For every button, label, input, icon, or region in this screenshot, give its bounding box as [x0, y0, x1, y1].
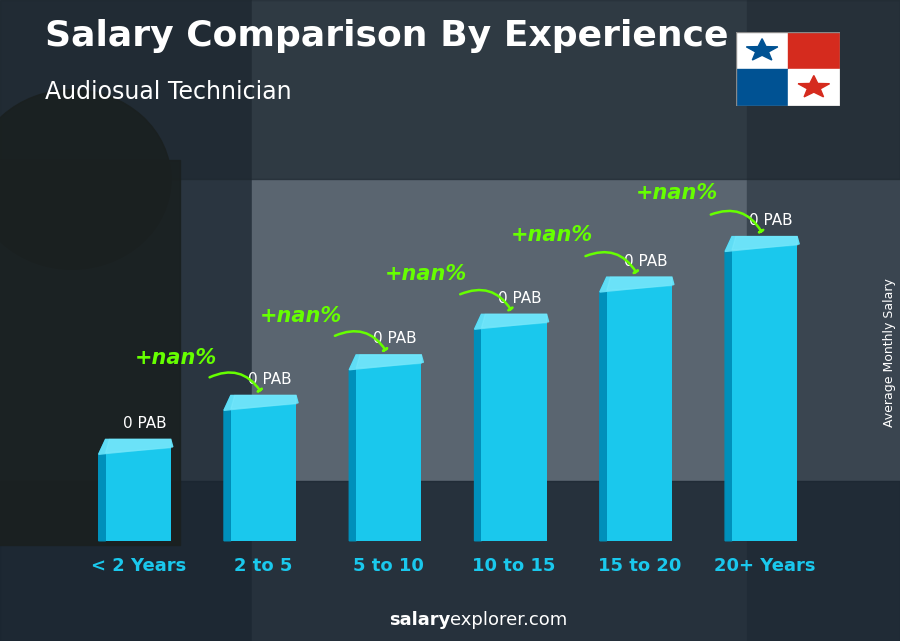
Polygon shape — [474, 314, 482, 541]
Text: 0 PAB: 0 PAB — [499, 291, 542, 306]
Polygon shape — [349, 355, 423, 370]
Polygon shape — [725, 237, 732, 541]
Polygon shape — [474, 314, 549, 329]
Text: Average Monthly Salary: Average Monthly Salary — [883, 278, 896, 427]
FancyBboxPatch shape — [732, 237, 797, 541]
FancyBboxPatch shape — [231, 395, 296, 541]
Bar — [252, 0, 747, 641]
Bar — [0, 0, 252, 641]
Polygon shape — [224, 395, 231, 541]
Polygon shape — [746, 38, 778, 60]
Text: +nan%: +nan% — [260, 306, 342, 326]
Bar — [736, 32, 788, 69]
Polygon shape — [798, 76, 830, 97]
Text: +nan%: +nan% — [135, 349, 217, 369]
Polygon shape — [482, 314, 546, 328]
Text: 0 PAB: 0 PAB — [248, 372, 292, 387]
Polygon shape — [356, 355, 421, 369]
Polygon shape — [99, 439, 173, 454]
Text: +nan%: +nan% — [635, 183, 718, 203]
Text: 0 PAB: 0 PAB — [374, 331, 417, 346]
Bar — [736, 69, 788, 106]
Polygon shape — [607, 277, 672, 290]
Text: 20+ Years: 20+ Years — [714, 557, 815, 575]
Polygon shape — [224, 395, 298, 410]
Text: 2 to 5: 2 to 5 — [234, 557, 292, 575]
Polygon shape — [599, 277, 607, 541]
Text: explorer.com: explorer.com — [450, 612, 567, 629]
Bar — [788, 32, 840, 69]
FancyBboxPatch shape — [105, 439, 171, 541]
Text: +nan%: +nan% — [385, 264, 467, 284]
Text: 15 to 20: 15 to 20 — [598, 557, 681, 575]
Text: 0 PAB: 0 PAB — [624, 254, 668, 269]
Bar — [0, 481, 900, 641]
Text: 0 PAB: 0 PAB — [749, 213, 793, 228]
Text: Audiosual Technician: Audiosual Technician — [45, 80, 292, 104]
Polygon shape — [599, 277, 674, 292]
Text: 5 to 10: 5 to 10 — [354, 557, 424, 575]
Bar — [0, 160, 180, 545]
Polygon shape — [732, 237, 797, 250]
Text: 10 to 15: 10 to 15 — [472, 557, 555, 575]
FancyBboxPatch shape — [482, 314, 546, 541]
Polygon shape — [99, 439, 105, 541]
Polygon shape — [105, 439, 171, 453]
Polygon shape — [231, 395, 296, 409]
Text: Salary Comparison By Experience: Salary Comparison By Experience — [45, 19, 728, 53]
Text: +nan%: +nan% — [510, 225, 593, 245]
Text: 0 PAB: 0 PAB — [122, 416, 166, 431]
Ellipse shape — [0, 90, 171, 269]
FancyBboxPatch shape — [356, 355, 421, 541]
FancyBboxPatch shape — [607, 277, 672, 541]
Bar — [747, 0, 900, 641]
Bar — [0, 0, 900, 179]
Bar — [788, 69, 840, 106]
Polygon shape — [725, 237, 799, 251]
Polygon shape — [349, 355, 356, 541]
Text: < 2 Years: < 2 Years — [91, 557, 185, 575]
Text: salary: salary — [389, 612, 450, 629]
